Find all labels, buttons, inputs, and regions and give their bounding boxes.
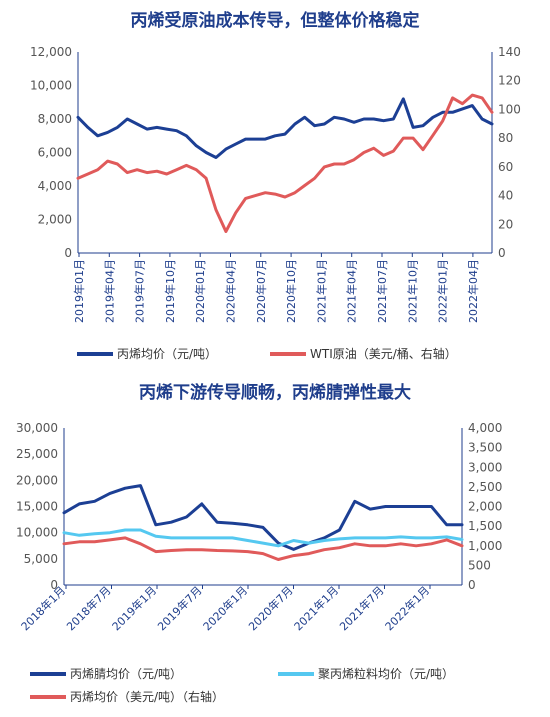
x-tick-label: 2019年10月 [163, 259, 177, 323]
y-tick-label: 8,000 [38, 112, 72, 126]
x-tick-label: 2020年01月 [193, 259, 207, 323]
x-tick-label: 2019年7月 [154, 583, 204, 633]
y-tick-label: 30,000 [16, 421, 58, 435]
y-tick-label: 4,000 [38, 179, 72, 193]
x-tick-label: 2020年04月 [224, 259, 238, 323]
y2-tick-label: 500 [468, 558, 491, 572]
legend-label: 丙烯均价（美元/吨）（右轴） [70, 689, 224, 704]
x-tick-label: 2020年7月 [245, 583, 295, 633]
series-line-2 [76, 93, 494, 233]
y2-tick-label: 140 [498, 45, 521, 59]
chart2-title: 丙烯下游传导顺畅，丙烯腈弹性最大 [139, 383, 411, 403]
y2-tick-label: 3,500 [468, 441, 502, 455]
y2-tick-label: 2,000 [468, 500, 502, 514]
y2-tick-label: 1,500 [468, 519, 502, 533]
series-line-1 [62, 484, 464, 551]
y2-tick-label: 60 [498, 160, 513, 174]
x-tick-label: 2021年04月 [345, 259, 359, 323]
y-tick-label: 10,000 [30, 79, 72, 93]
x-tick-label: 2019年01月 [72, 259, 86, 323]
y-tick-label: 0 [64, 246, 72, 260]
y-tick-label: 10,000 [16, 526, 58, 540]
x-tick-label: 2022年1月 [382, 583, 432, 633]
legend-label: 丙烯腈均价（元/吨） [70, 667, 182, 681]
x-tick-label: 2020年10月 [284, 259, 298, 323]
series-line-2 [62, 528, 464, 548]
y2-tick-label: 2,500 [468, 480, 502, 494]
y2-tick-label: 40 [498, 189, 513, 203]
x-tick-label: 2020年07月 [254, 259, 268, 323]
x-tick-label: 2022年01月 [436, 259, 450, 323]
y2-tick-label: 100 [498, 102, 521, 116]
legend-label: 丙烯均价（元/吨） [117, 347, 217, 361]
x-tick-label: 2020年1月 [200, 583, 250, 633]
x-tick-label: 2019年1月 [109, 583, 159, 633]
x-tick-label: 2022年04月 [466, 259, 480, 323]
y-tick-label: 25,000 [16, 447, 58, 461]
x-tick-label: 2019年04月 [102, 259, 116, 323]
y-tick-label: 0 [50, 578, 58, 592]
x-tick-label: 2021年07月 [375, 259, 389, 323]
x-tick-label: 2021年1月 [291, 583, 341, 633]
x-tick-label: 2021年10月 [405, 259, 419, 323]
y-tick-label: 15,000 [16, 500, 58, 514]
x-tick-label: 2021年7月 [336, 583, 386, 633]
series-line-1 [76, 97, 494, 159]
y2-tick-label: 20 [498, 217, 513, 231]
y-tick-label: 2,000 [38, 213, 72, 227]
y2-tick-label: 3,000 [468, 460, 502, 474]
x-tick-label: 2019年07月 [133, 259, 147, 323]
legend-label: 聚丙烯粒料均价（元/吨） [318, 666, 454, 681]
chart1-svg: 0 2,000 4,000 6,000 8,000 10,000 12,000 0 20 40 60… [30, 45, 521, 361]
x-tick-label: 2018年1月 [18, 583, 68, 633]
y-tick-label: 5,000 [24, 552, 58, 566]
y2-tick-label: 80 [498, 131, 513, 145]
y2-tick-label: 0 [468, 578, 476, 592]
y2-tick-label: 0 [498, 246, 506, 260]
y-tick-label: 12,000 [30, 45, 72, 59]
y2-tick-label: 1,000 [468, 539, 502, 553]
chart1-title: 丙烯受原油成本传导，但整体价格稳定 [130, 11, 420, 31]
y2-tick-label: 120 [498, 74, 521, 88]
y2-tick-label: 4,000 [468, 421, 502, 435]
x-tick-label: 2021年01月 [314, 259, 328, 323]
y-tick-label: 6,000 [38, 146, 72, 160]
series-line-3 [62, 536, 464, 561]
y-tick-label: 20,000 [16, 473, 58, 487]
legend-label: WTI原油（美元/桶、右轴） [310, 346, 457, 361]
x-tick-label: 2018年7月 [63, 583, 113, 633]
